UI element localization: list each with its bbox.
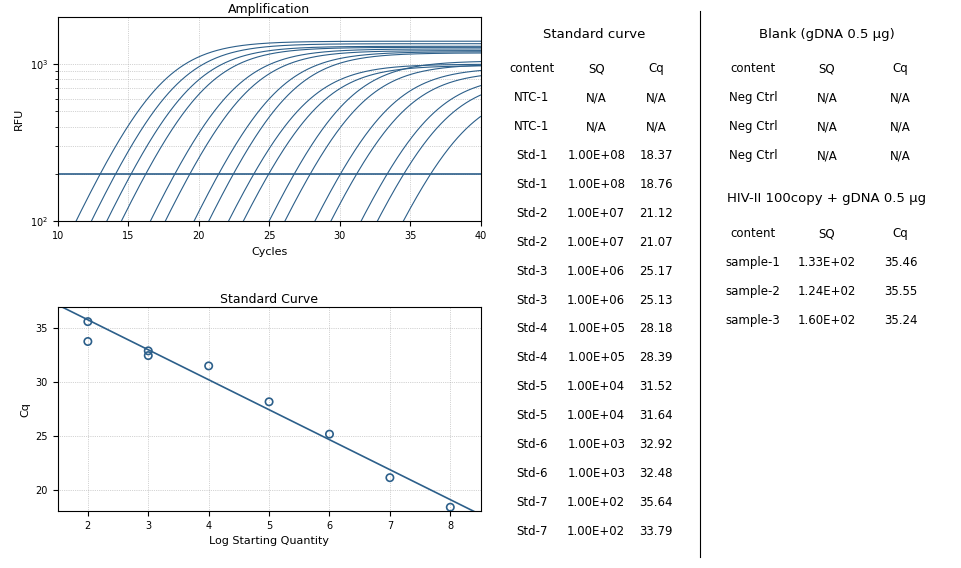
Text: N/A: N/A — [817, 149, 837, 162]
Text: Std-7: Std-7 — [516, 496, 548, 509]
Text: Std-7: Std-7 — [516, 525, 548, 538]
Text: 25.13: 25.13 — [639, 294, 673, 307]
Text: Cq: Cq — [893, 227, 908, 240]
Point — [80, 317, 95, 326]
Text: 32.92: 32.92 — [639, 438, 673, 451]
Point — [201, 361, 216, 370]
Text: 18.37: 18.37 — [639, 149, 673, 162]
Text: HIV-II 100copy + gDNA 0.5 μg: HIV-II 100copy + gDNA 0.5 μg — [727, 193, 926, 206]
Text: 25.17: 25.17 — [639, 265, 673, 278]
Text: Std-4: Std-4 — [516, 352, 548, 365]
Text: sample-2: sample-2 — [726, 285, 780, 298]
Text: content: content — [730, 62, 776, 76]
Text: Standard curve: Standard curve — [543, 28, 645, 41]
Text: 21.07: 21.07 — [639, 236, 673, 249]
X-axis label: Log Starting Quantity: Log Starting Quantity — [209, 537, 329, 546]
Text: 1.33E+02: 1.33E+02 — [798, 256, 856, 269]
Point — [140, 346, 156, 356]
Text: Std-2: Std-2 — [516, 236, 548, 249]
Text: Std-2: Std-2 — [516, 207, 548, 220]
Text: N/A: N/A — [586, 91, 606, 105]
Text: Cq: Cq — [649, 62, 664, 76]
Text: 35.64: 35.64 — [639, 496, 673, 509]
Text: 1.00E+04: 1.00E+04 — [567, 409, 626, 422]
Point — [322, 429, 337, 438]
Point — [382, 473, 398, 482]
Text: Std-4: Std-4 — [516, 323, 548, 336]
Text: Std-5: Std-5 — [516, 381, 548, 393]
Text: 1.00E+03: 1.00E+03 — [567, 467, 626, 480]
Text: SQ: SQ — [819, 62, 835, 76]
Text: 1.00E+04: 1.00E+04 — [567, 381, 626, 393]
Text: N/A: N/A — [890, 91, 911, 105]
Text: Std-5: Std-5 — [516, 409, 548, 422]
Text: 18.76: 18.76 — [639, 178, 673, 191]
Text: 31.52: 31.52 — [639, 381, 673, 393]
Text: Std-6: Std-6 — [516, 438, 548, 451]
Text: 32.48: 32.48 — [639, 467, 673, 480]
Text: Std-1: Std-1 — [516, 149, 548, 162]
Text: 21.12: 21.12 — [639, 207, 673, 220]
Text: content: content — [509, 62, 554, 76]
Text: 1.00E+07: 1.00E+07 — [567, 236, 626, 249]
Text: 1.00E+03: 1.00E+03 — [567, 438, 626, 451]
Text: 31.64: 31.64 — [639, 409, 673, 422]
Text: Std-6: Std-6 — [516, 467, 548, 480]
Text: Neg Ctrl: Neg Ctrl — [728, 120, 777, 133]
Text: N/A: N/A — [817, 120, 837, 133]
Text: N/A: N/A — [890, 120, 911, 133]
Text: 1.00E+02: 1.00E+02 — [567, 496, 626, 509]
Text: 1.00E+05: 1.00E+05 — [567, 352, 626, 365]
Text: 33.79: 33.79 — [639, 525, 673, 538]
Text: 1.00E+06: 1.00E+06 — [567, 265, 626, 278]
Text: 1.00E+07: 1.00E+07 — [567, 207, 626, 220]
Text: 1.00E+05: 1.00E+05 — [567, 323, 626, 336]
Text: 1.00E+02: 1.00E+02 — [567, 525, 626, 538]
Text: N/A: N/A — [646, 120, 667, 133]
Text: Neg Ctrl: Neg Ctrl — [728, 91, 777, 105]
Title: Amplification: Amplification — [228, 3, 310, 16]
Text: 1.00E+08: 1.00E+08 — [567, 149, 626, 162]
Text: N/A: N/A — [586, 120, 606, 133]
Text: NTC-1: NTC-1 — [514, 91, 550, 105]
Y-axis label: RFU: RFU — [14, 108, 24, 130]
Text: 1.00E+08: 1.00E+08 — [567, 178, 626, 191]
Text: SQ: SQ — [588, 62, 604, 76]
Point — [80, 337, 95, 346]
Text: Std-3: Std-3 — [516, 294, 548, 307]
Text: Cq: Cq — [893, 62, 908, 76]
Text: N/A: N/A — [817, 91, 837, 105]
Text: NTC-1: NTC-1 — [514, 120, 550, 133]
Y-axis label: Cq: Cq — [20, 402, 30, 416]
Text: 1.60E+02: 1.60E+02 — [798, 314, 856, 327]
Text: 35.55: 35.55 — [884, 285, 917, 298]
Text: Std-1: Std-1 — [516, 178, 548, 191]
Text: Blank (gDNA 0.5 μg): Blank (gDNA 0.5 μg) — [759, 28, 895, 41]
Text: 28.39: 28.39 — [639, 352, 673, 365]
Text: sample-3: sample-3 — [726, 314, 780, 327]
Point — [140, 351, 156, 360]
Text: N/A: N/A — [646, 91, 667, 105]
Text: sample-1: sample-1 — [726, 256, 780, 269]
X-axis label: Cycles: Cycles — [251, 247, 287, 257]
Text: 35.46: 35.46 — [884, 256, 918, 269]
Point — [261, 397, 277, 406]
Text: 35.24: 35.24 — [884, 314, 918, 327]
Text: 1.24E+02: 1.24E+02 — [798, 285, 856, 298]
Point — [443, 503, 458, 512]
Text: SQ: SQ — [819, 227, 835, 240]
Text: 1.00E+06: 1.00E+06 — [567, 294, 626, 307]
Text: N/A: N/A — [890, 149, 911, 162]
Title: Standard Curve: Standard Curve — [220, 293, 318, 306]
Text: Neg Ctrl: Neg Ctrl — [728, 149, 777, 162]
Text: Std-3: Std-3 — [516, 265, 548, 278]
Text: content: content — [730, 227, 776, 240]
Text: 28.18: 28.18 — [639, 323, 673, 336]
